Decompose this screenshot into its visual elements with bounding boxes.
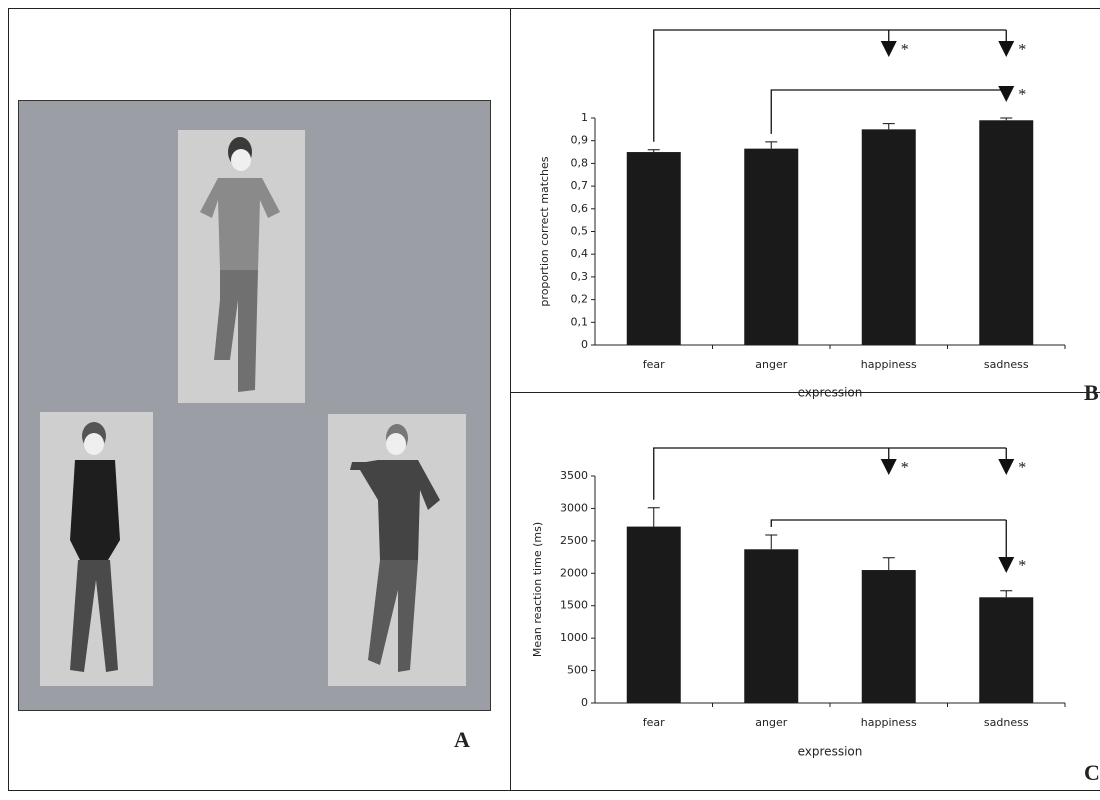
y-axis-label: proportion correct matches — [538, 156, 551, 306]
significance-label: * — [901, 460, 909, 477]
y-tick-label: 1000 — [560, 631, 588, 644]
error-bar — [765, 142, 777, 149]
x-axis-label: expression — [798, 386, 863, 400]
bracket — [654, 30, 1007, 142]
error-bar — [883, 124, 895, 130]
bar — [862, 129, 916, 345]
x-tick-label: happiness — [861, 716, 917, 729]
bar — [627, 152, 681, 345]
bar — [744, 549, 798, 703]
bracket — [771, 520, 1006, 527]
y-tick-label: 0 — [581, 696, 588, 709]
bar — [627, 527, 681, 703]
significance-label: * — [1018, 558, 1026, 575]
bracket — [654, 448, 1007, 500]
error-bar — [1000, 118, 1012, 120]
y-tick-label: 2500 — [560, 534, 588, 547]
x-tick-label: sadness — [984, 716, 1029, 729]
y-tick-label: 0,4 — [571, 247, 589, 260]
y-tick-label: 0,1 — [571, 315, 589, 328]
arrowhead — [998, 41, 1014, 57]
x-tick-label: anger — [755, 358, 787, 371]
error-bar — [648, 150, 660, 152]
y-tick-label: 1 — [581, 111, 588, 124]
y-tick-label: 1500 — [560, 599, 588, 612]
y-tick-label: 3500 — [560, 469, 588, 482]
arrowhead — [998, 459, 1014, 475]
panel-label: B — [1084, 380, 1099, 405]
error-bar — [883, 558, 895, 570]
error-bar — [1000, 591, 1012, 597]
x-axis-label: expression — [798, 745, 863, 759]
bar — [744, 149, 798, 345]
significance-label: * — [1018, 460, 1026, 477]
bar — [979, 597, 1033, 703]
arrowhead — [998, 86, 1014, 102]
error-bar — [648, 508, 660, 527]
x-tick-label: happiness — [861, 358, 917, 371]
y-tick-label: 0,9 — [571, 134, 589, 147]
y-tick-label: 0,6 — [571, 202, 589, 215]
photo — [178, 130, 305, 403]
y-tick-label: 0,7 — [571, 179, 589, 192]
y-tick-label: 0,2 — [571, 293, 589, 306]
error-bar — [765, 535, 777, 549]
panel-label: A — [454, 727, 470, 752]
y-tick-label: 0 — [581, 338, 588, 351]
y-tick-label: 3000 — [560, 501, 588, 514]
significance-label: * — [901, 42, 909, 59]
arrowhead — [881, 459, 897, 475]
y-axis-label: Mean reaction time (ms) — [531, 522, 544, 657]
x-tick-label: fear — [643, 358, 665, 371]
photo — [328, 414, 466, 686]
arrowhead — [881, 41, 897, 57]
significance-label: * — [1018, 87, 1026, 104]
y-tick-label: 2000 — [560, 566, 588, 579]
stimulus-panel: A — [19, 101, 491, 753]
photo — [40, 412, 153, 686]
panel-label: C — [1084, 760, 1100, 785]
x-tick-label: fear — [643, 716, 665, 729]
significance-label: * — [1018, 42, 1026, 59]
y-tick-label: 0,3 — [571, 270, 589, 283]
y-tick-label: 0,5 — [571, 225, 589, 238]
y-tick-label: 0,8 — [571, 156, 589, 169]
bar — [979, 120, 1033, 345]
x-tick-label: anger — [755, 716, 787, 729]
arrowhead — [998, 557, 1014, 573]
bar — [862, 570, 916, 703]
x-tick-label: sadness — [984, 358, 1029, 371]
y-tick-label: 500 — [567, 664, 588, 677]
